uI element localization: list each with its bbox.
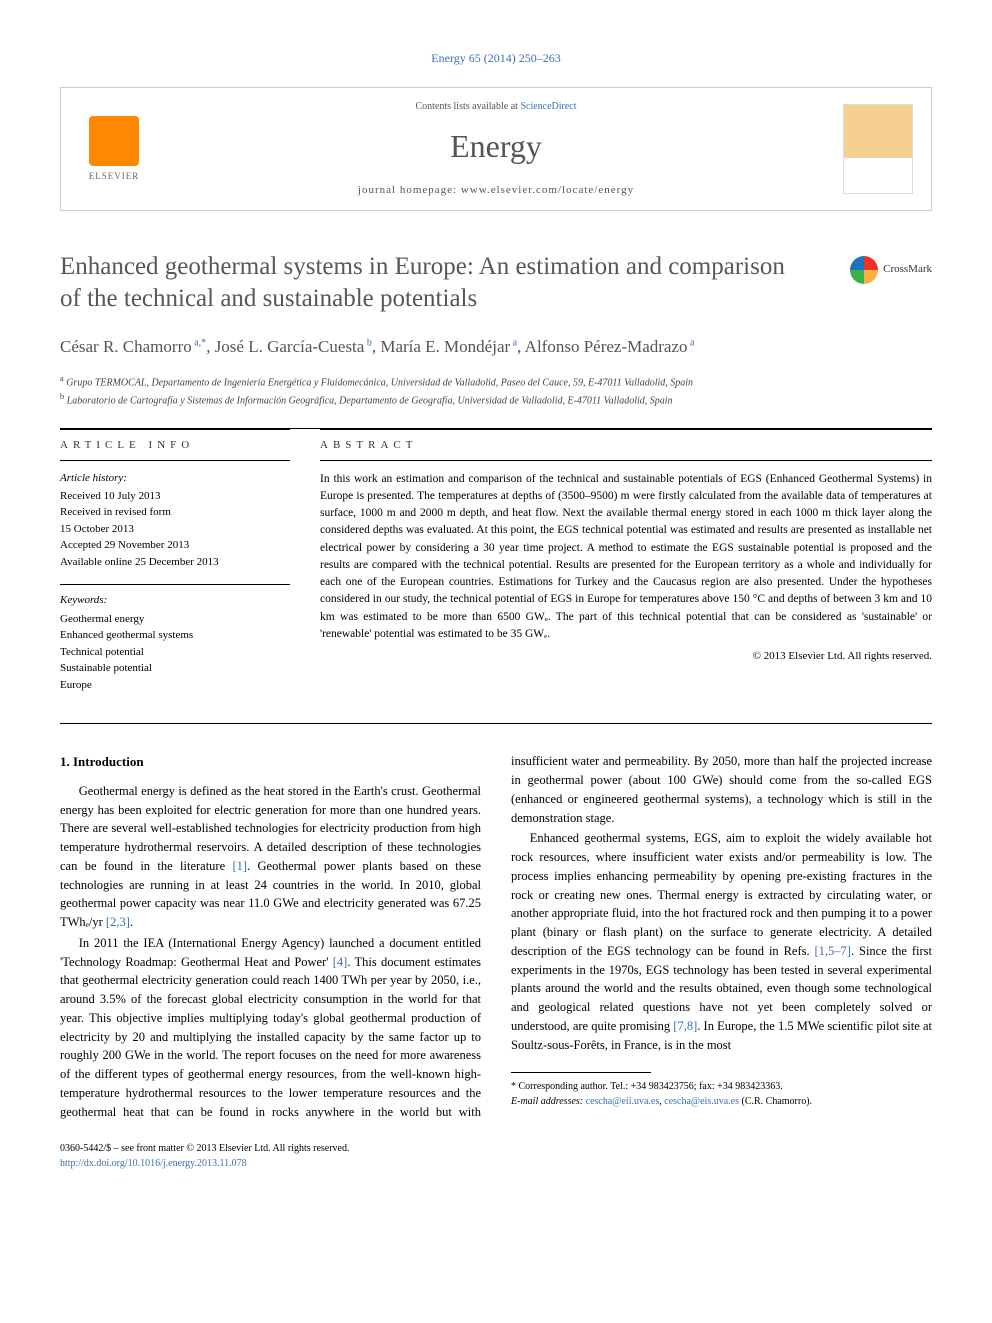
doi-link[interactable]: http://dx.doi.org/10.1016/j.energy.2013.… xyxy=(60,1158,247,1169)
elsevier-tree-icon xyxy=(89,116,139,166)
intro-paragraph-1: Geothermal energy is defined as the heat… xyxy=(60,782,481,932)
footnote-rule xyxy=(511,1072,651,1073)
author-name: César R. Chamorro xyxy=(60,337,192,356)
author-name: Alfonso Pérez-Madrazo xyxy=(525,337,688,356)
corresponding-tel: * Corresponding author. Tel.: +34 983423… xyxy=(511,1079,932,1094)
sciencedirect-link[interactable]: ScienceDirect xyxy=(520,101,576,112)
history-label: Article history: xyxy=(60,471,290,486)
elsevier-label: ELSEVIER xyxy=(89,170,140,183)
affil-text: Laboratorio de Cartografía y Sistemas de… xyxy=(67,395,673,406)
ref-link-1[interactable]: [1] xyxy=(232,859,247,873)
history-item: Accepted 29 November 2013 xyxy=(60,537,290,554)
ref-link-2-3[interactable]: [2,3] xyxy=(106,915,130,929)
ref-link-7-8[interactable]: [7,8] xyxy=(673,1019,697,1033)
history-item: Received in revised form xyxy=(60,504,290,521)
author-name: José L. García-Cuesta xyxy=(215,337,365,356)
keywords-label: Keywords: xyxy=(60,584,290,608)
p1-text-c: . xyxy=(130,915,133,929)
homepage-url[interactable]: www.elsevier.com/locate/energy xyxy=(461,184,634,196)
article-title: Enhanced geothermal systems in Europe: A… xyxy=(60,251,810,316)
affil-sup: b xyxy=(60,392,64,401)
keyword-item: Sustainable potential xyxy=(60,660,290,677)
abstract-label: ABSTRACT xyxy=(320,429,932,460)
journal-cover-thumbnail[interactable] xyxy=(843,104,913,194)
crossmark-label: CrossMark xyxy=(883,262,932,277)
keyword-item: Technical potential xyxy=(60,644,290,661)
intro-paragraph-3: Enhanced geothermal systems, EGS, aim to… xyxy=(511,829,932,1054)
author-name: María E. Mondéjar xyxy=(380,337,510,356)
author-affil-sup: a xyxy=(510,337,517,348)
author-affil-sup: b xyxy=(364,337,372,348)
author-affil-sup: a,* xyxy=(192,337,206,348)
author-list: César R. Chamorro a,*, José L. García-Cu… xyxy=(60,334,932,360)
history-item: Available online 25 December 2013 xyxy=(60,554,290,571)
email-label: E-mail addresses: xyxy=(511,1096,586,1107)
author-affil-sup: a xyxy=(688,337,695,348)
affil-sup: a xyxy=(60,374,64,383)
abstract-copyright: © 2013 Elsevier Ltd. All rights reserved… xyxy=(320,649,932,664)
contents-available-line: Contents lists available at ScienceDirec… xyxy=(149,100,843,114)
email-link-2[interactable]: cescha@eis.uva.es xyxy=(664,1096,739,1107)
p3-text-a: Enhanced geothermal systems, EGS, aim to… xyxy=(511,831,932,958)
crossmark-icon xyxy=(850,256,878,284)
history-item: 15 October 2013 xyxy=(60,521,290,538)
corresponding-author-note: * Corresponding author. Tel.: +34 983423… xyxy=(511,1079,932,1109)
citation-header[interactable]: Energy 65 (2014) 250–263 xyxy=(60,50,932,67)
journal-homepage-line: journal homepage: www.elsevier.com/locat… xyxy=(149,183,843,198)
contents-prefix: Contents lists available at xyxy=(415,101,520,112)
keyword-item: Enhanced geothermal systems xyxy=(60,627,290,644)
elsevier-logo[interactable]: ELSEVIER xyxy=(79,109,149,189)
article-info-label: ARTICLE INFO xyxy=(60,429,290,460)
ref-link-1-5-7[interactable]: [1,5–7] xyxy=(815,944,851,958)
keyword-item: Geothermal energy xyxy=(60,611,290,628)
abstract-text: In this work an estimation and compariso… xyxy=(320,471,932,644)
section-1-heading: 1. Introduction xyxy=(60,752,481,772)
email-link-1[interactable]: cescha@eii.uva.es xyxy=(586,1096,660,1107)
affil-text: Grupo TERMOCAL, Departamento de Ingenier… xyxy=(66,378,693,389)
ref-link-4[interactable]: [4] xyxy=(333,955,348,969)
crossmark-badge[interactable]: CrossMark xyxy=(850,256,932,284)
affiliations: a Grupo TERMOCAL, Departamento de Ingeni… xyxy=(60,373,932,408)
issn-copyright-line: 0360-5442/$ – see front matter © 2013 El… xyxy=(60,1141,932,1156)
history-item: Received 10 July 2013 xyxy=(60,488,290,505)
email-suffix: (C.R. Chamorro). xyxy=(739,1096,812,1107)
journal-header-box: ELSEVIER Contents lists available at Sci… xyxy=(60,87,932,211)
journal-name: Energy xyxy=(149,124,843,169)
homepage-prefix: journal homepage: xyxy=(358,184,461,196)
keyword-item: Europe xyxy=(60,677,290,694)
